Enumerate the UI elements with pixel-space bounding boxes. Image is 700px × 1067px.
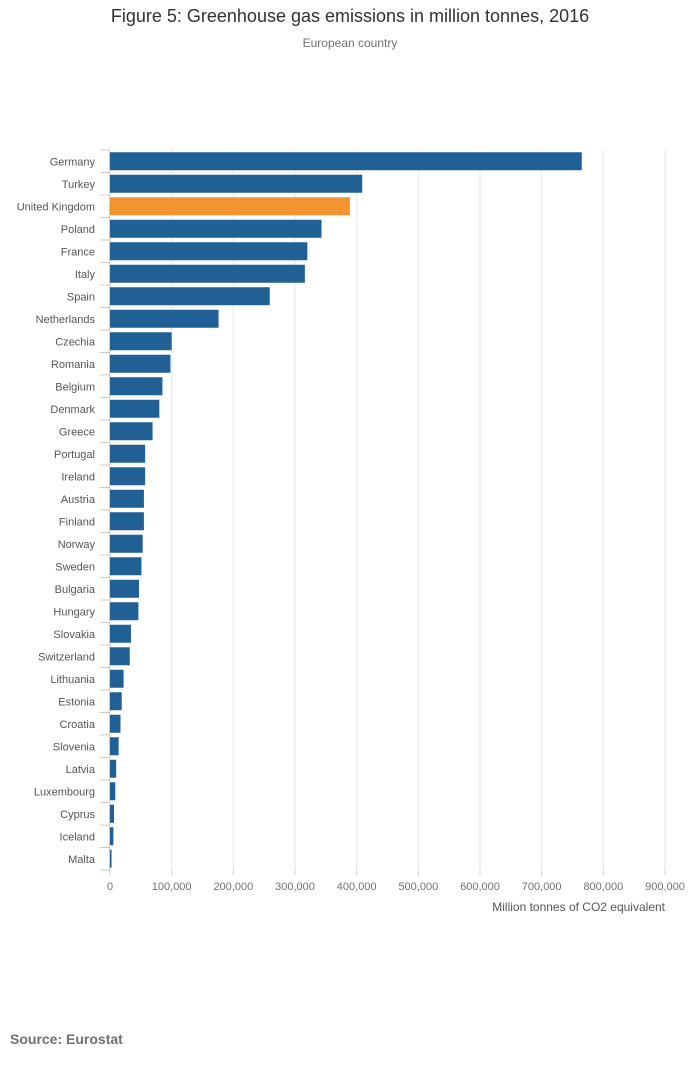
category-label: Croatia bbox=[60, 719, 96, 731]
bar-united-kingdom bbox=[110, 197, 350, 216]
category-label: Finland bbox=[59, 516, 95, 528]
category-label: Malta bbox=[68, 854, 96, 866]
bar-poland bbox=[110, 219, 322, 238]
chart-subtitle: European country bbox=[302, 36, 398, 50]
bar-spain bbox=[110, 287, 270, 306]
bar-luxembourg bbox=[110, 782, 116, 801]
category-label: Bulgaria bbox=[55, 584, 96, 596]
category-label: Luxembourg bbox=[34, 786, 95, 798]
category-label: Slovenia bbox=[53, 741, 96, 753]
category-label: Portugal bbox=[54, 449, 95, 461]
category-label: Poland bbox=[61, 224, 95, 236]
x-tick-label: 200,000 bbox=[213, 881, 253, 893]
category-label: Netherlands bbox=[36, 314, 96, 326]
category-label: Iceland bbox=[60, 831, 95, 843]
category-label: Switzerland bbox=[38, 651, 95, 663]
bar-lithuania bbox=[110, 669, 124, 688]
x-tick-label: 100,000 bbox=[152, 881, 192, 893]
category-label: Belgium bbox=[55, 381, 95, 393]
category-label: Latvia bbox=[66, 764, 96, 776]
category-label: Romania bbox=[51, 359, 96, 371]
category-label: France bbox=[61, 246, 95, 258]
bar-germany bbox=[110, 152, 582, 171]
bar-bulgaria bbox=[110, 579, 139, 598]
bar-slovakia bbox=[110, 624, 131, 643]
category-label: Ireland bbox=[61, 471, 95, 483]
x-tick-label: 300,000 bbox=[275, 881, 315, 893]
category-label: Spain bbox=[67, 291, 95, 303]
category-label: Austria bbox=[61, 494, 96, 506]
bar-belgium bbox=[110, 377, 163, 396]
category-label: Hungary bbox=[53, 606, 95, 618]
bar-latvia bbox=[110, 759, 117, 778]
category-label: Estonia bbox=[58, 696, 96, 708]
category-label: Slovakia bbox=[53, 629, 95, 641]
bar-ireland bbox=[110, 467, 146, 486]
category-label: Czechia bbox=[55, 336, 96, 348]
bar-denmark bbox=[110, 399, 160, 418]
bar-switzerland bbox=[110, 647, 130, 666]
bar-hungary bbox=[110, 602, 139, 621]
category-label: Lithuania bbox=[50, 674, 96, 686]
x-tick-label: 0 bbox=[107, 881, 113, 893]
bar-malta bbox=[110, 849, 112, 868]
x-tick-label: 800,000 bbox=[583, 881, 623, 893]
bar-turkey bbox=[110, 174, 363, 193]
category-label: Sweden bbox=[55, 561, 95, 573]
x-axis-title: Million tonnes of CO2 equivalent bbox=[492, 900, 665, 914]
category-label: Norway bbox=[58, 539, 96, 551]
category-label: Germany bbox=[50, 156, 96, 168]
x-tick-label: 400,000 bbox=[337, 881, 377, 893]
category-label: United Kingdom bbox=[17, 201, 95, 213]
category-label: Denmark bbox=[50, 404, 95, 416]
bar-austria bbox=[110, 489, 144, 508]
bar-netherlands bbox=[110, 309, 219, 328]
bar-sweden bbox=[110, 557, 142, 576]
bar-romania bbox=[110, 354, 171, 373]
category-label: Cyprus bbox=[60, 809, 95, 821]
chart-title: Figure 5: Greenhouse gas emissions in mi… bbox=[110, 6, 590, 26]
bar-iceland bbox=[110, 827, 114, 846]
x-tick-label: 500,000 bbox=[398, 881, 438, 893]
bar-estonia bbox=[110, 692, 122, 711]
source-note: Source: Eurostat bbox=[10, 1031, 123, 1047]
category-label: Greece bbox=[59, 426, 95, 438]
x-tick-label: 700,000 bbox=[522, 881, 562, 893]
x-tick-label: 900,000 bbox=[645, 881, 685, 893]
x-tick-label: 600,000 bbox=[460, 881, 500, 893]
bar-norway bbox=[110, 534, 143, 553]
bar-portugal bbox=[110, 444, 146, 463]
category-label: Italy bbox=[75, 269, 96, 281]
bar-finland bbox=[110, 512, 144, 531]
bar-czechia bbox=[110, 332, 172, 351]
category-label: Turkey bbox=[62, 179, 96, 191]
bar-france bbox=[110, 242, 308, 261]
bar-cyprus bbox=[110, 804, 115, 823]
bar-slovenia bbox=[110, 737, 119, 756]
bar-croatia bbox=[110, 714, 121, 733]
bar-greece bbox=[110, 422, 153, 441]
bar-italy bbox=[110, 264, 305, 283]
